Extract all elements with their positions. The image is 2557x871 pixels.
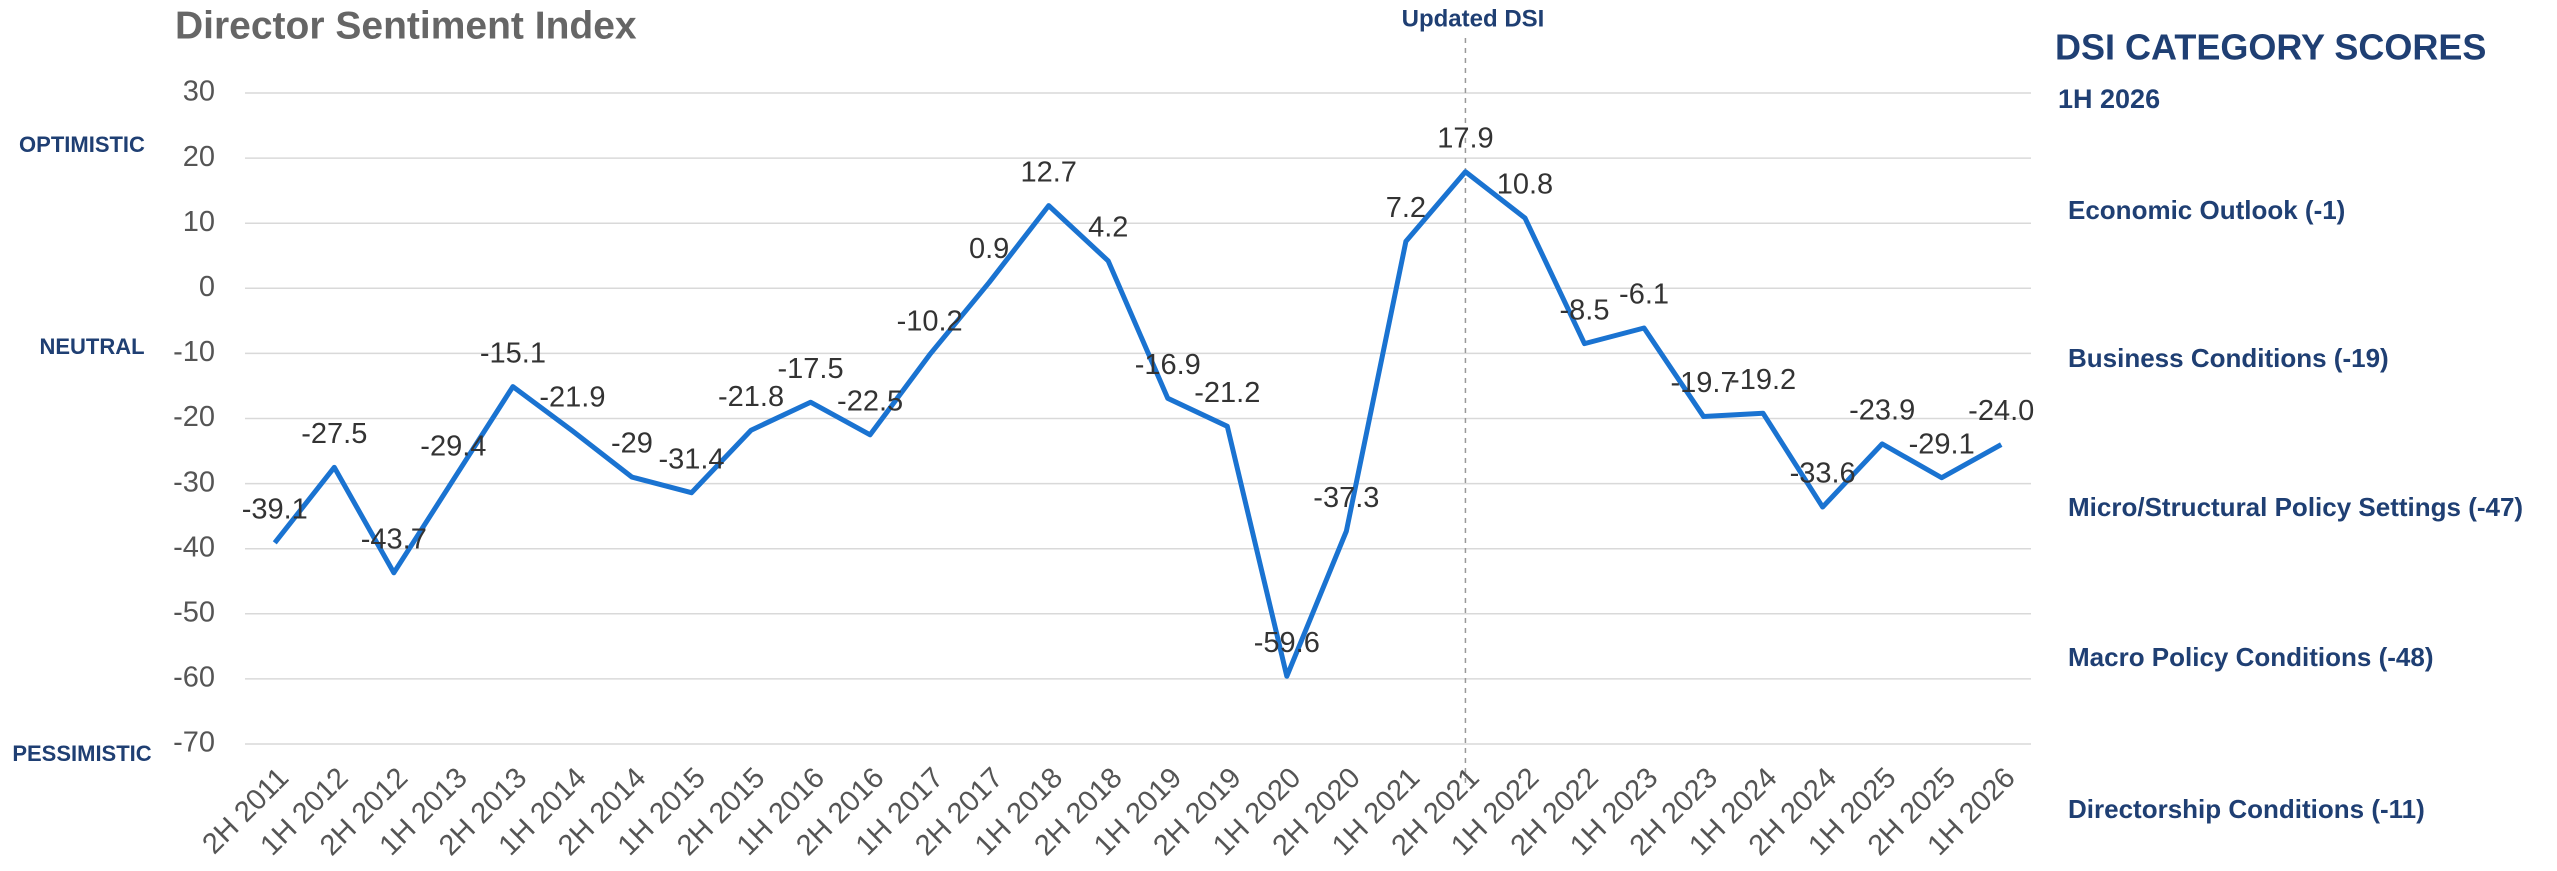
data-label: -10.2 (897, 305, 963, 337)
data-label: -23.9 (1849, 395, 1915, 427)
chart-title: Director Sentiment Index (175, 4, 637, 47)
data-label: -27.5 (301, 418, 367, 450)
panel-item: Business Conditions (-19) (2068, 343, 2389, 373)
data-label: -22.5 (837, 385, 903, 417)
panel-item: Directorship Conditions (-11) (2068, 794, 2425, 824)
data-label: -59.6 (1254, 627, 1320, 659)
data-label: -37.3 (1313, 482, 1379, 514)
data-label: -39.1 (242, 493, 308, 525)
panel-item: Micro/Structural Policy Settings (-47) (2068, 492, 2523, 522)
sentiment-label: PESSIMISTIC (12, 741, 151, 766)
data-label: -19.2 (1730, 364, 1796, 396)
y-tick-label: -20 (173, 401, 215, 433)
data-label: -24.0 (1968, 395, 2034, 427)
data-label: -21.8 (718, 381, 784, 413)
sentiment-label: OPTIMISTIC (19, 132, 145, 157)
y-tick-label: -40 (173, 531, 215, 563)
y-tick-label: 20 (183, 141, 215, 173)
data-label: 12.7 (1020, 156, 1076, 188)
data-label: -6.1 (1619, 279, 1669, 311)
panel-item: Economic Outlook (-1) (2068, 195, 2345, 225)
data-label: -21.2 (1194, 377, 1260, 409)
y-tick-label: -30 (173, 466, 215, 498)
panel-item: Macro Policy Conditions (-48) (2068, 642, 2434, 672)
line (272, 169, 2003, 679)
y-tick-label: -70 (173, 727, 215, 759)
data-label: -8.5 (1560, 294, 1610, 326)
data-label: -19.7 (1671, 367, 1737, 399)
data-label: -31.4 (658, 443, 724, 475)
panel-period: 1H 2026 (2058, 84, 2160, 114)
annotation: Updated DSI (1402, 5, 1545, 32)
data-label: -16.9 (1135, 349, 1201, 381)
data-label: -17.5 (778, 353, 844, 385)
data-label: 17.9 (1437, 122, 1493, 154)
data-label: 7.2 (1386, 192, 1426, 224)
data-label: -15.1 (480, 337, 546, 369)
data-label: 10.8 (1497, 169, 1553, 201)
data-label: -43.7 (361, 523, 427, 555)
data-label: -29.4 (420, 430, 486, 462)
data-label: -29.1 (1909, 428, 1975, 460)
y-tick-label: 0 (199, 271, 215, 303)
y-tick-label: -60 (173, 662, 215, 694)
sentiment-label: NEUTRAL (39, 334, 144, 359)
data-label: 4.2 (1088, 212, 1128, 244)
y-tick-label: -10 (173, 336, 215, 368)
data-label: 0.9 (969, 233, 1009, 265)
y-tick-label: 30 (183, 76, 215, 108)
y-tick-label: 10 (183, 206, 215, 238)
data-label: -29 (611, 428, 653, 460)
y-tick-label: -50 (173, 596, 215, 628)
panel-title: DSI CATEGORY SCORES (2055, 27, 2486, 68)
data-label: -33.6 (1790, 458, 1856, 490)
data-label: -21.9 (539, 382, 605, 414)
